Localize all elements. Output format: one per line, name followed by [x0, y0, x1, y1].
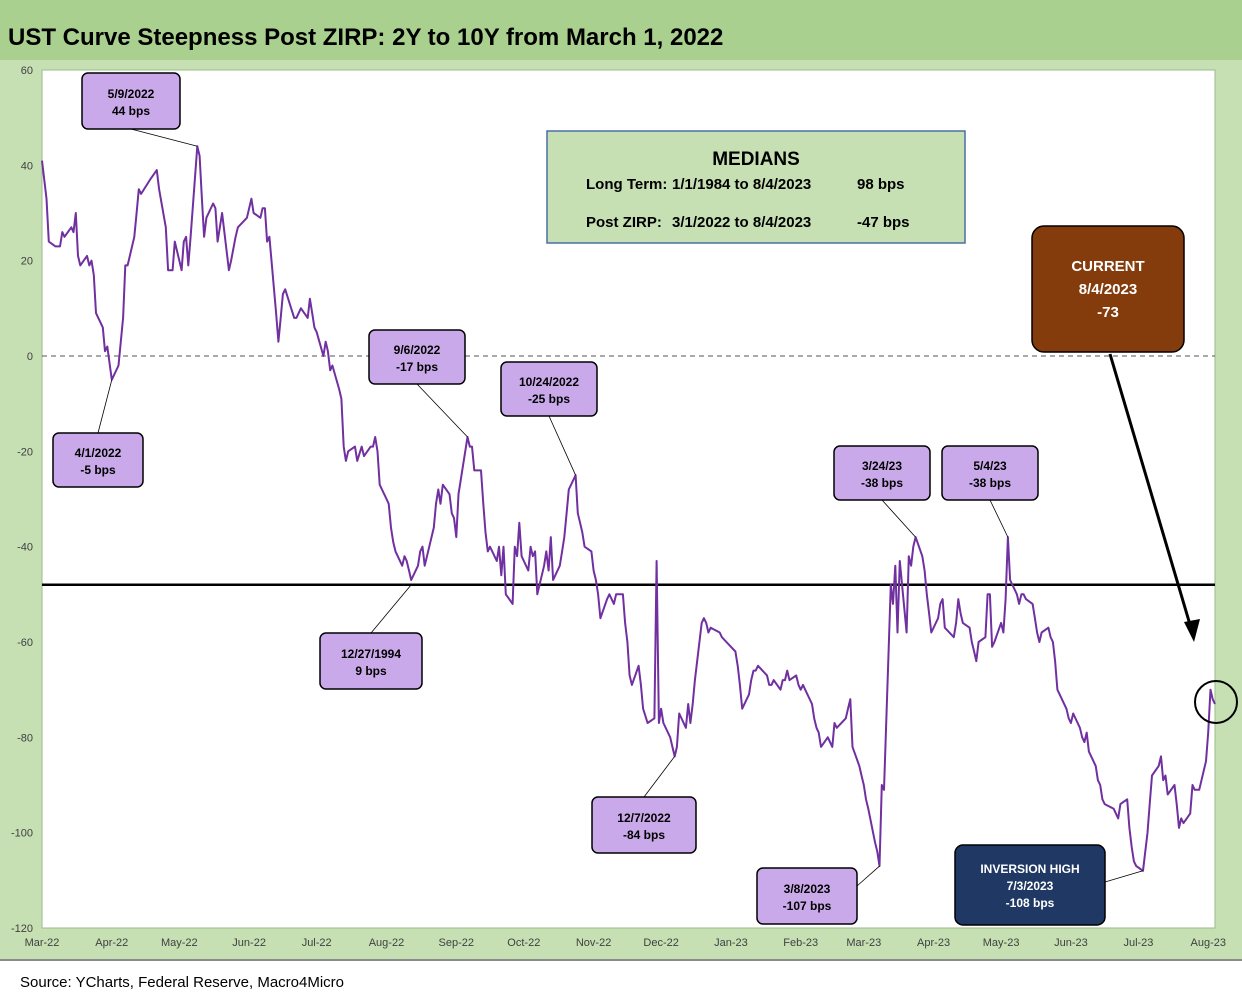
y-tick-label: 0 — [27, 351, 33, 363]
callout-box — [591, 796, 697, 854]
callout-date: 5/4/23 — [973, 459, 1007, 473]
axis-layer: 60 40 20 0 -20 -40 -60 -80 -100 -120 Mar-22 Apr-22 M… — [11, 65, 1226, 949]
callout-leader — [130, 128, 198, 147]
medians-box — [546, 130, 966, 244]
callout-box — [756, 867, 858, 925]
inversion-high-box — [954, 844, 1106, 926]
y-tick-label: -60 — [17, 637, 33, 649]
callout-date: 9/6/2022 — [394, 343, 441, 357]
y-tick-label: -20 — [17, 446, 33, 458]
x-tick-label: Jun-22 — [232, 937, 266, 949]
y-tick-label: -120 — [11, 923, 33, 935]
y-tick-label: 20 — [21, 256, 33, 268]
callout-value: -25 bps — [528, 392, 570, 406]
callout-leader — [989, 499, 1009, 538]
callout-value: 9 bps — [355, 664, 387, 678]
source-note: Source: YCharts, Federal Reserve, Macro4… — [20, 974, 345, 991]
callout-box — [500, 361, 598, 417]
inversion-high-value: -108 bps — [1006, 896, 1055, 910]
current-date: 8/4/2023 — [1079, 281, 1137, 298]
x-tick-label: Mar-22 — [25, 937, 60, 949]
x-tick-label: Jul-23 — [1123, 937, 1153, 949]
y-tick-label: 40 — [21, 160, 33, 172]
medians-post-zirp-value: -47 bps — [857, 214, 910, 231]
current-value: -73 — [1097, 304, 1119, 321]
x-tick-label: Dec-22 — [643, 937, 678, 949]
callout-date: 3/8/2023 — [784, 882, 831, 896]
medians-heading: MEDIANS — [712, 149, 800, 170]
callout-box — [833, 445, 931, 501]
callout-leader — [881, 499, 916, 538]
x-tick-label: Apr-23 — [917, 937, 950, 949]
callout-box — [941, 445, 1039, 501]
callout-leader — [416, 383, 468, 438]
callout-value: -38 bps — [861, 476, 903, 490]
source-divider — [0, 959, 1242, 961]
current-box — [1031, 225, 1185, 353]
callout-box — [81, 72, 181, 130]
x-tick-label: Oct-22 — [507, 937, 540, 949]
callout-date: 3/24/23 — [862, 459, 902, 473]
callout-date: 5/9/2022 — [108, 87, 155, 101]
x-tick-label: Jul-22 — [302, 937, 332, 949]
medians-long-term-range: 1/1/1984 to 8/4/2023 — [672, 176, 811, 193]
callout-leader — [643, 756, 675, 798]
callout-value: -38 bps — [969, 476, 1011, 490]
callout-value: -107 bps — [783, 899, 832, 913]
callout-leader — [370, 584, 412, 634]
y-tick-label: -40 — [17, 542, 33, 554]
x-tick-label: Nov-22 — [576, 937, 611, 949]
callout-date: 4/1/2022 — [75, 446, 122, 460]
x-tick-label: Feb-23 — [783, 937, 818, 949]
callout-box — [52, 432, 144, 488]
callout-leader — [548, 415, 576, 476]
inversion-leader — [1104, 870, 1144, 883]
callout-leader — [97, 379, 113, 434]
callout-value: -84 bps — [623, 828, 665, 842]
callout-date: 10/24/2022 — [519, 375, 579, 389]
y-tick-label: -80 — [17, 732, 33, 744]
callout-box — [368, 329, 466, 385]
medians-post-zirp-label: Post ZIRP: — [586, 214, 662, 231]
y-tick-label: -100 — [11, 828, 33, 840]
inversion-high-label: INVERSION HIGH — [980, 862, 1079, 876]
x-tick-label: Mar-23 — [846, 937, 881, 949]
inversion-high-date: 7/3/2023 — [1007, 879, 1054, 893]
callout-date: 12/7/2022 — [617, 811, 671, 825]
medians-long-term-label: Long Term: — [586, 176, 667, 193]
title-bar: UST Curve Steepness Post ZIRP: 2Y to 10Y… — [0, 0, 1242, 60]
x-tick-label: Aug-22 — [369, 937, 404, 949]
callout-value: -5 bps — [80, 463, 116, 477]
callout-leader — [856, 865, 880, 887]
current-arrow-head — [1184, 619, 1200, 642]
callout-box — [319, 632, 423, 690]
spread-series-line — [41, 145, 1216, 872]
series-layer — [41, 145, 1216, 872]
x-tick-label: Sep-22 — [439, 937, 474, 949]
x-tick-label: Jun-23 — [1054, 937, 1088, 949]
x-tick-label: Jan-23 — [714, 937, 748, 949]
current-label: CURRENT — [1071, 258, 1144, 275]
current-arrow-shaft — [1108, 353, 1193, 629]
line-chart: 60 40 20 0 -20 -40 -60 -80 -100 -120 Mar-22 Apr-22 M… — [11, 65, 1238, 949]
x-tick-label: May-22 — [161, 937, 198, 949]
callout-value: -17 bps — [396, 360, 438, 374]
chart-title: UST Curve Steepness Post ZIRP: 2Y to 10Y… — [8, 24, 724, 51]
annotation-layer: 5/9/2022 44 bps 4/1/2022 -5 bps 9/6/2022 -17 … — [52, 72, 1238, 926]
current-point-circle — [1194, 679, 1238, 724]
medians-post-zirp-range: 3/1/2022 to 8/4/2023 — [672, 214, 811, 231]
x-tick-label: Apr-22 — [95, 937, 128, 949]
medians-long-term-value: 98 bps — [857, 176, 905, 193]
callout-value: 44 bps — [112, 104, 150, 118]
x-tick-label: May-23 — [983, 937, 1020, 949]
y-tick-label: 60 — [21, 65, 33, 77]
x-tick-label: Aug-23 — [1191, 937, 1226, 949]
callout-date: 12/27/1994 — [341, 647, 401, 661]
